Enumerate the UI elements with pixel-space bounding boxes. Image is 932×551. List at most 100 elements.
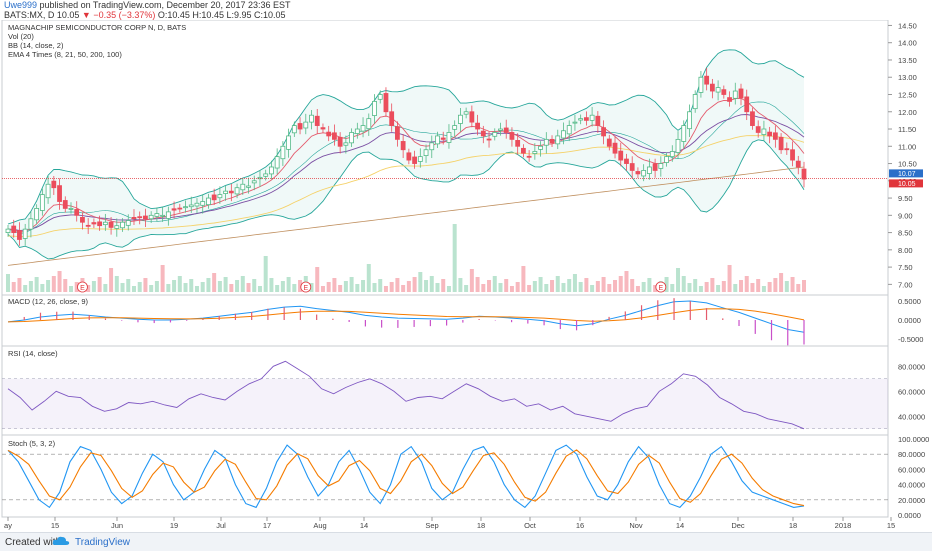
volume-bar [693, 279, 698, 292]
main-legend-line: Vol (20) [8, 32, 34, 41]
volume-bar [275, 285, 280, 292]
volume-bar [767, 282, 772, 292]
time-tick-label: Dec [731, 521, 745, 530]
volume-bar [212, 273, 217, 292]
volume-bar [527, 285, 532, 292]
rsi-tick-label: 80.0000 [898, 362, 925, 371]
candle-body [337, 136, 343, 147]
volume-bar [349, 277, 354, 292]
candle-body [303, 121, 309, 129]
volume-bar [309, 283, 314, 292]
volume-bar [292, 284, 297, 292]
pane-frame-stoch [1, 434, 889, 518]
candle-body [183, 206, 188, 209]
last-price: 10.05 [56, 10, 80, 20]
candle-body [51, 180, 57, 189]
price-change: −0.35 (−3.37%) [93, 10, 156, 20]
volume-bar [641, 282, 646, 292]
candle-body [125, 220, 131, 226]
volume-bar [383, 286, 388, 292]
volume-bar [389, 282, 394, 292]
bollinger-lower [7, 139, 805, 260]
volume-bar [395, 278, 400, 292]
earnings-marker-label: E [658, 285, 663, 292]
main-legend-line: EMA 4 Times (8, 21, 50, 200, 100) [8, 50, 122, 59]
chart-area[interactable]: 7.007.508.008.509.009.5010.0010.5011.001… [0, 20, 932, 532]
candle-body [435, 135, 440, 145]
candle-body [143, 215, 148, 220]
volume-bar [452, 224, 457, 292]
candle-body [755, 126, 761, 133]
time-tick-label: Oct [524, 521, 537, 530]
volume-bar [710, 278, 715, 292]
candle-body [286, 135, 292, 150]
earnings-marker-icon [300, 281, 312, 293]
volume-bar [189, 279, 194, 292]
volume-bar [229, 284, 234, 292]
volume-bar [590, 285, 595, 292]
candle-body [538, 145, 543, 150]
price-badge-upper: 10.07 [898, 171, 916, 178]
volume-bar [492, 276, 497, 292]
volume-bar [63, 279, 68, 292]
candle-body [698, 76, 704, 93]
tradingview-brand[interactable]: TradingView [75, 537, 131, 548]
volume-bar [257, 286, 262, 292]
stoch-legend: Stoch (5, 3, 2) [8, 439, 56, 448]
candle-body [669, 151, 675, 158]
time-tick-label: 2018 [835, 521, 852, 530]
price-badge-lower: 10.05 [898, 181, 916, 188]
volume-bar [166, 284, 171, 292]
candle-body [503, 127, 509, 133]
time-tick-label: Jun [111, 521, 123, 530]
volume-bar [406, 281, 411, 292]
ema-200-line [7, 166, 805, 266]
volume-bar [143, 278, 148, 292]
candle-body [120, 221, 125, 229]
candle-body [687, 111, 692, 130]
volume-bar [194, 286, 199, 292]
volume-bar [372, 283, 377, 292]
candle-body [102, 221, 108, 226]
candle-body [343, 142, 349, 146]
candle-body [395, 126, 400, 140]
price-badge-upper-bg [889, 169, 923, 178]
candle-body [246, 185, 251, 188]
candle-body [251, 180, 257, 184]
volume-bar [607, 284, 612, 292]
volume-bar [252, 279, 257, 292]
price-tick-label: 14.50 [898, 21, 917, 30]
volume-bar [235, 280, 240, 292]
volume-bar [154, 281, 159, 292]
candle-body [492, 132, 498, 137]
earnings-marker-label: E [80, 285, 85, 292]
volume-bar [595, 281, 600, 292]
candle-body [561, 130, 566, 139]
volume-bar [584, 278, 589, 292]
candle-body [234, 187, 240, 195]
ema-8-line [7, 97, 805, 233]
volume-bar [280, 281, 285, 292]
macd-tick-label: 0.0000 [898, 316, 921, 325]
candle-body [148, 214, 154, 220]
candle-body [578, 118, 584, 121]
volume-bar [57, 271, 62, 292]
candle-body [744, 96, 750, 113]
author-link[interactable]: Uwe999 [4, 0, 38, 10]
candle-body [177, 207, 183, 210]
volume-bar [790, 277, 795, 292]
candle-body [366, 118, 372, 130]
candle-body [675, 138, 681, 153]
volume-bar [23, 285, 28, 292]
volume-bar [200, 282, 205, 292]
symbol-line: BATS:MX, D 10.05 ▼ −0.35 (−3.37%) O:10.4… [4, 10, 286, 20]
candle-body [635, 171, 641, 175]
candle-body [715, 87, 721, 93]
candle-body [412, 156, 417, 164]
volume-bar [74, 282, 79, 292]
stoch-k-line [7, 444, 805, 509]
candle-body [658, 163, 664, 169]
candle-body [211, 194, 217, 201]
candle-body [446, 132, 452, 143]
candle-body [85, 224, 91, 227]
